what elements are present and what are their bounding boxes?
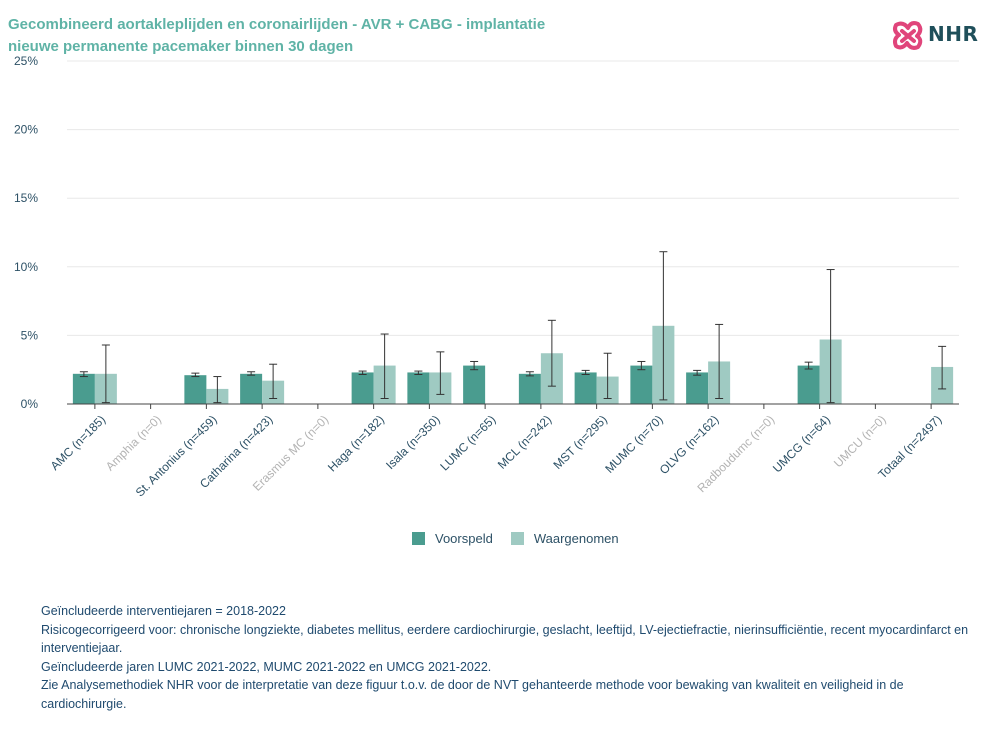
legend-swatch-waargenomen [510, 532, 524, 545]
bar-voorspeld [72, 373, 95, 404]
footnote-methodology: Zie Analysemethodiek NHR voor de interpr… [41, 678, 904, 711]
bar-voorspeld [463, 365, 486, 404]
x-tick-label: MST (n=295) [550, 412, 610, 472]
footnote-years: Geïncludeerde interventiejaren = 2018-20… [41, 604, 286, 618]
x-tick-label: AMC (n=185) [48, 412, 109, 473]
x-tick-label: Isala (n=350) [383, 412, 443, 472]
legend-label-voorspeld: Voorspeld [435, 531, 493, 546]
legend-item-waargenomen[interactable]: Waargenomen [510, 531, 619, 546]
bar-voorspeld [240, 373, 263, 404]
x-tick-label: MUMC (n=70) [602, 412, 665, 475]
x-tick-label: Amphia (n=0) [103, 412, 164, 473]
legend-label-waargenomen: Waargenomen [533, 531, 619, 546]
bar-voorspeld [518, 373, 541, 404]
legend-swatch-voorspeld [412, 532, 425, 545]
bar-voorspeld [407, 372, 430, 404]
x-tick-label: MCL (n=242) [495, 412, 554, 471]
bar-voorspeld [574, 372, 597, 404]
y-tick-label: 15% [14, 191, 38, 205]
bar-voorspeld [686, 372, 709, 404]
nhr-logo: NHR [890, 18, 985, 54]
x-tick-label: LUMC (n=65) [437, 412, 498, 473]
footnotes: Geïncludeerde interventiejaren = 2018-20… [41, 602, 986, 713]
y-tick-label: 25% [14, 54, 38, 68]
bar-chart: 0%5%10%15%20%25%AMC (n=185)Amphia (n=0)S… [14, 54, 959, 499]
legend: Voorspeld Waargenomen [412, 531, 637, 546]
x-tick-label: UMCU (n=0) [831, 412, 889, 470]
y-tick-label: 10% [14, 260, 38, 274]
nhr-heart-logo-icon [893, 21, 923, 50]
bar-voorspeld [184, 375, 207, 404]
bar-voorspeld [797, 365, 820, 404]
legend-item-voorspeld[interactable]: Voorspeld [412, 531, 493, 546]
footnote-risk-adjustment: Risicogecorrigeerd voor: chronische long… [41, 622, 969, 656]
y-tick-label: 20% [14, 123, 38, 137]
y-tick-label: 0% [21, 397, 39, 411]
x-tick-label: Haga (n=182) [325, 412, 387, 474]
bar-voorspeld [630, 365, 653, 404]
logo-text: NHR [928, 22, 979, 46]
y-tick-label: 5% [21, 328, 39, 342]
footnote-included-years: Geïncludeerde jaren LUMC 2021-2022, MUMC… [41, 659, 492, 674]
chart-title: Gecombineerd aortakleplijden en coronair… [8, 16, 546, 55]
x-tick-label: UMCG (n=64) [770, 412, 833, 475]
bar-voorspeld [351, 372, 374, 404]
